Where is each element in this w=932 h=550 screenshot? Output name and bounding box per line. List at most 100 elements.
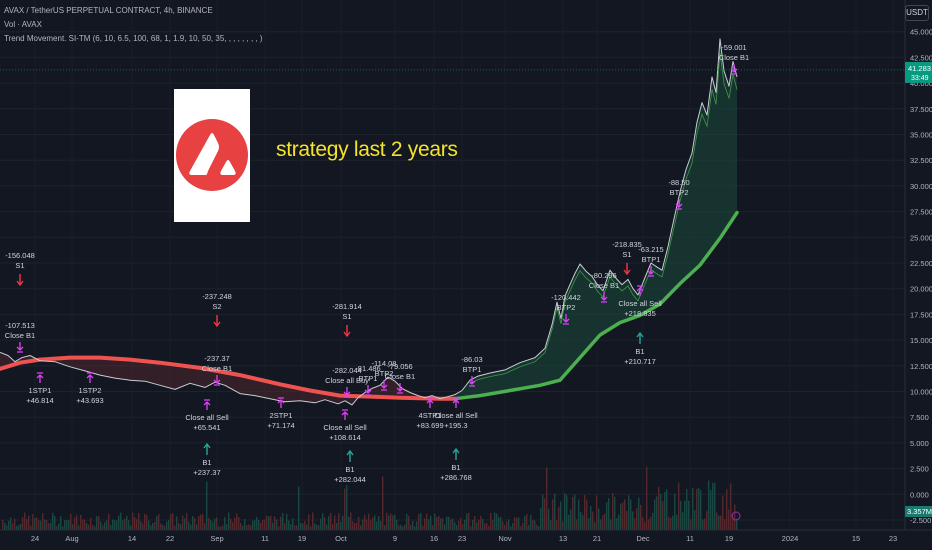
signal-label: -59.001 (721, 43, 746, 52)
signal-long[interactable]: B1+210.717 (624, 331, 656, 366)
volume-bar (166, 521, 168, 530)
signal-close_below[interactable]: 1STP1+46.814 (26, 372, 54, 405)
signal-close_below[interactable]: 2STP1+71.174 (267, 397, 295, 430)
close-marker-icon (600, 292, 608, 303)
symbol-title[interactable]: AVAX / TetherUS PERPETUAL CONTRACT, 4h, … (4, 6, 213, 15)
volume-bar (650, 516, 652, 530)
volume-bar (488, 526, 490, 530)
volume-bars (2, 466, 738, 530)
last-price-tag: 41.283 33:49 3.357M (0, 61, 932, 521)
volume-bar (244, 519, 246, 530)
volume-bar (138, 513, 140, 530)
volume-bar (528, 525, 530, 530)
volume-bar (198, 515, 200, 530)
x-tick-label: 9 (393, 534, 397, 543)
volume-bar (726, 489, 728, 530)
volume-bar (430, 515, 432, 530)
signal-close_below[interactable]: 1STP2+43.693 (76, 372, 104, 405)
volume-bar (324, 517, 326, 530)
volume-bar (104, 522, 106, 530)
signal-long[interactable]: B1+286.768 (440, 447, 472, 482)
y-tick-label: 15.000 (910, 336, 932, 345)
volume-bar (34, 518, 36, 530)
signal-close_below[interactable]: Close all Sell+218.835 (618, 285, 662, 318)
volume-bar (526, 514, 528, 530)
volume-bar (418, 514, 420, 530)
volume-bar (666, 489, 668, 530)
time-axis[interactable]: 24 Aug 14 22 Sep 11 19 Oct 9 16 23 Nov 13 21 Dec 11 19 20… (31, 534, 897, 543)
replay-icon (731, 511, 741, 521)
volume-bar (108, 513, 110, 530)
signal-close_below[interactable]: 4STP1+83.699 (416, 397, 444, 430)
volume-bar (736, 518, 738, 530)
volume-bar (250, 524, 252, 530)
volume-bar (300, 523, 302, 530)
volume-bar (538, 526, 540, 530)
volume-bar (190, 524, 192, 530)
volume-bar (524, 516, 526, 530)
volume-bar (690, 519, 692, 530)
volume-bar (698, 487, 700, 530)
signal-sub: BTP2 (557, 303, 576, 312)
signal-sub: S1 (342, 312, 351, 321)
signal-long[interactable]: B1+282.044 (334, 449, 366, 484)
volume-bar (144, 513, 146, 530)
last-price-box (905, 61, 932, 83)
signal-sub: +108.614 (329, 433, 361, 442)
indicator-legend[interactable]: Trend Movement. SI-TM (6, 10, 6.5, 100, … (4, 34, 263, 43)
volume-legend[interactable]: Vol · AVAX (4, 20, 42, 29)
signal-close_below[interactable]: Close all Sell+108.614 (323, 409, 367, 442)
signal-label: -237.37 (204, 354, 229, 363)
close-marker-icon (468, 376, 476, 387)
volume-bar (156, 516, 158, 530)
volume-bar (556, 520, 558, 530)
x-tick-label: 15 (852, 534, 860, 543)
volume-bar (326, 524, 328, 530)
signal-label: B1 (451, 463, 460, 472)
volume-bar (718, 515, 720, 530)
volume-bar (102, 525, 104, 530)
signal-sub: BTP1 (642, 255, 661, 264)
close-marker-icon (380, 380, 388, 391)
x-tick-label: 14 (128, 534, 136, 543)
volume-bar (536, 524, 538, 530)
signal-close_below[interactable]: Close all Sell+195.3 (434, 397, 478, 430)
price-axis[interactable]: 45.000 42.500 40.000 37.500 35.000 32.500 30.0… (910, 28, 932, 525)
volume-bar (316, 524, 318, 530)
volume-bar (160, 523, 162, 530)
signal-label: -281.914 (332, 302, 362, 311)
signal-close_below[interactable]: Close all Sell+65.541 (185, 399, 229, 432)
volume-bar (406, 513, 408, 530)
volume-bar (410, 524, 412, 530)
volume-bar (22, 517, 24, 530)
volume-bar (392, 515, 394, 530)
volume-bar (62, 526, 64, 530)
signal-long[interactable]: B1+237.37 (193, 442, 221, 477)
signal-label: -107.513 (5, 321, 35, 330)
volume-bar (50, 522, 52, 530)
volume-bar (686, 489, 688, 530)
volume-bar (168, 519, 170, 530)
x-tick-label: 24 (31, 534, 39, 543)
currency-button[interactable]: USDT (905, 5, 929, 21)
x-tick-label: 11 (261, 534, 269, 543)
volume-bar (26, 518, 28, 530)
